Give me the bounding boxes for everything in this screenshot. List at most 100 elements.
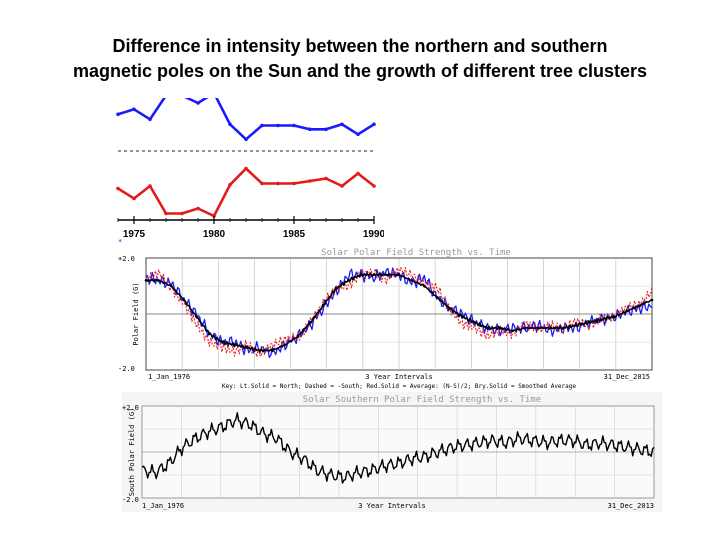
polar-field-title: Solar Polar Field Strength vs. Time bbox=[321, 248, 511, 258]
polar-field-avg-point bbox=[195, 315, 198, 319]
polar-field-avg-point bbox=[170, 284, 173, 288]
south-field-xtick-end: 31_Dec_2013 bbox=[608, 502, 654, 510]
tree-series-line-0 bbox=[117, 98, 375, 141]
south-field-ytick-top: +2.0 bbox=[122, 404, 139, 412]
south-field-xtick-start: 1_Jan_1976 bbox=[142, 502, 184, 510]
south-polar-field-plot: Solar Southern Polar Field Strength vs. … bbox=[122, 395, 655, 510]
tree-series-point bbox=[228, 183, 232, 187]
tree-series-point bbox=[292, 123, 296, 128]
south-field-grid bbox=[142, 406, 654, 498]
polar-field-avg-point bbox=[233, 343, 236, 347]
polar-field-ytick-bottom: -2.0 bbox=[118, 365, 135, 373]
polar-field-avg-point bbox=[612, 315, 616, 319]
south-field-series-line bbox=[141, 412, 655, 484]
tree-x-tick-label: 1980 bbox=[203, 229, 226, 240]
polar-field-avg-point bbox=[435, 295, 439, 299]
tree-series-point bbox=[340, 122, 344, 127]
tree-series-point bbox=[260, 123, 264, 128]
polar-field-chart: Solar Polar Field Strength vs. Time +2.0… bbox=[116, 246, 660, 392]
tree-series-point bbox=[372, 184, 376, 188]
polar-field-avg-point bbox=[182, 298, 186, 302]
tree-series-point bbox=[276, 123, 280, 128]
polar-field-avg-point bbox=[208, 332, 211, 335]
tree-x-tick-label: 1990 bbox=[363, 229, 384, 240]
polar-field-avg-point bbox=[524, 326, 527, 330]
polar-field-xtick-end: 31_Dec_2015 bbox=[604, 373, 650, 381]
polar-field-avg-point bbox=[258, 349, 262, 352]
south-field-xlabel: 3 Year Intervals bbox=[358, 502, 425, 510]
polar-field-avg-point bbox=[549, 326, 553, 330]
polar-field-avg-point bbox=[600, 318, 603, 321]
polar-field-legend-key: Key: Lt.Solid = North; Dashed = -South; … bbox=[222, 383, 576, 390]
south-field-title: Solar Southern Polar Field Strength vs. … bbox=[303, 395, 541, 405]
tree-series-point bbox=[276, 181, 280, 186]
tree-series-point bbox=[324, 127, 328, 132]
polar-field-avg-point bbox=[296, 335, 300, 338]
polar-field-ylabel: Polar Field (G) bbox=[132, 282, 140, 345]
polar-field-ytick-top: +2.0 bbox=[118, 255, 135, 263]
polar-field-avg-point bbox=[650, 298, 654, 302]
slide-title-line-2: magnetic poles on the Sun and the growth… bbox=[72, 61, 648, 81]
tree-series-point bbox=[180, 211, 184, 216]
polar-field-avg-point bbox=[486, 326, 489, 330]
slide-title: Difference in intensity between the nort… bbox=[0, 34, 720, 84]
polar-field-avg-point bbox=[423, 284, 426, 288]
polar-field-avg-point bbox=[309, 321, 312, 324]
tree-series-point bbox=[116, 112, 120, 117]
tree-series-point bbox=[196, 206, 200, 211]
tree-growth-plot: 1975 1980 1985 1990 * bbox=[116, 98, 384, 246]
polar-field-avg-point bbox=[562, 326, 565, 330]
polar-field-avg-point bbox=[498, 326, 502, 330]
tree-series-point bbox=[356, 171, 360, 176]
polar-field-avg-point bbox=[157, 279, 160, 282]
tree-series-point bbox=[244, 166, 248, 171]
polar-field-avg-point bbox=[638, 304, 641, 307]
tree-x-tick-label: 1975 bbox=[123, 229, 146, 240]
tree-series-point bbox=[244, 137, 248, 142]
polar-field-grid bbox=[146, 258, 652, 370]
polar-field-plot: Solar Polar Field Strength vs. Time +2.0… bbox=[118, 248, 654, 390]
polar-field-avg-point bbox=[372, 273, 376, 277]
tree-x-ticks: 1975 1980 1985 1990 bbox=[117, 216, 384, 240]
polar-field-xlabel: 3 Year Intervals bbox=[365, 373, 432, 381]
tree-growth-chart: 1975 1980 1985 1990 * bbox=[112, 98, 384, 248]
tree-series-point bbox=[116, 186, 120, 191]
tree-series-point bbox=[324, 176, 328, 181]
tree-series-point bbox=[164, 211, 168, 216]
polar-field-avg-point bbox=[220, 340, 224, 344]
polar-field-avg-point bbox=[245, 346, 249, 349]
polar-field-avg-point bbox=[334, 287, 338, 291]
tree-series-point bbox=[132, 196, 136, 201]
polar-field-avg-point bbox=[461, 315, 464, 319]
polar-field-avg-point bbox=[397, 273, 401, 277]
polar-field-avg-point bbox=[587, 321, 591, 324]
polar-field-avg-point bbox=[321, 304, 325, 307]
polar-field-avg-point bbox=[385, 273, 388, 277]
tree-x-tick-label: 1985 bbox=[283, 229, 306, 240]
tree-series-point bbox=[196, 101, 200, 105]
polar-field-avg-point bbox=[473, 321, 477, 324]
tree-series-point bbox=[260, 181, 264, 186]
south-polar-field-chart: Solar Southern Polar Field Strength vs. … bbox=[122, 392, 662, 512]
polar-field-avg-point bbox=[448, 307, 451, 310]
tree-series-point bbox=[148, 117, 152, 122]
tree-series-point bbox=[148, 184, 152, 188]
tree-series-point bbox=[228, 122, 232, 127]
polar-field-avg-point bbox=[359, 273, 363, 277]
polar-field-avg-point bbox=[410, 279, 414, 282]
polar-field-avg-point bbox=[536, 326, 540, 330]
slide-title-line-1: Difference in intensity between the nort… bbox=[112, 36, 608, 56]
tree-series-point bbox=[340, 184, 344, 188]
polar-field-avg-point bbox=[625, 309, 628, 313]
tree-series-point bbox=[308, 127, 312, 132]
south-field-ylabel: South Polar Field (G) bbox=[128, 408, 136, 497]
polar-field-avg-point bbox=[347, 279, 350, 282]
south-field-series-group bbox=[141, 412, 655, 484]
polar-field-avg-point bbox=[511, 329, 515, 333]
polar-field-avg-point bbox=[271, 349, 274, 352]
polar-field-avg-point bbox=[144, 279, 148, 282]
polar-field-avg-point bbox=[574, 323, 578, 327]
tree-series-point bbox=[212, 214, 216, 218]
tree-series-point bbox=[132, 107, 136, 112]
tree-series-line-1 bbox=[117, 167, 375, 218]
